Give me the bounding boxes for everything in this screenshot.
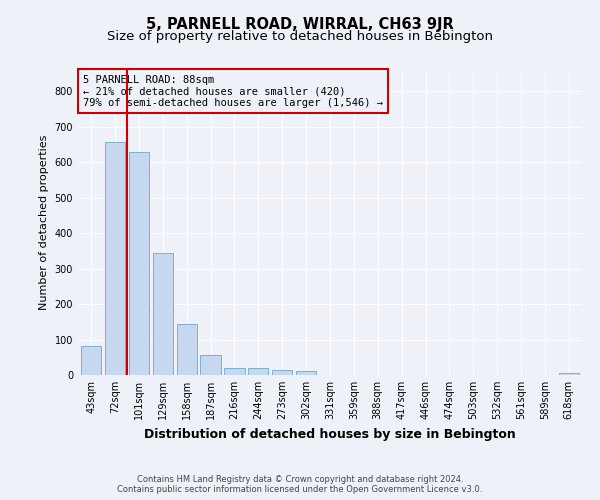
Bar <box>272 370 292 375</box>
Text: Contains HM Land Registry data © Crown copyright and database right 2024.
Contai: Contains HM Land Registry data © Crown c… <box>118 474 482 494</box>
Bar <box>81 346 101 375</box>
Bar <box>296 372 316 375</box>
Text: Size of property relative to detached houses in Bebington: Size of property relative to detached ho… <box>107 30 493 43</box>
Bar <box>248 368 268 375</box>
Bar <box>559 373 579 375</box>
Y-axis label: Number of detached properties: Number of detached properties <box>39 135 49 310</box>
Bar <box>200 355 221 375</box>
X-axis label: Distribution of detached houses by size in Bebington: Distribution of detached houses by size … <box>144 428 516 440</box>
Bar <box>176 324 197 375</box>
Text: 5 PARNELL ROAD: 88sqm
← 21% of detached houses are smaller (420)
79% of semi-det: 5 PARNELL ROAD: 88sqm ← 21% of detached … <box>83 74 383 108</box>
Text: 5, PARNELL ROAD, WIRRAL, CH63 9JR: 5, PARNELL ROAD, WIRRAL, CH63 9JR <box>146 18 454 32</box>
Bar <box>152 252 173 375</box>
Bar <box>224 368 245 375</box>
Bar <box>105 142 125 375</box>
Bar <box>129 152 149 375</box>
